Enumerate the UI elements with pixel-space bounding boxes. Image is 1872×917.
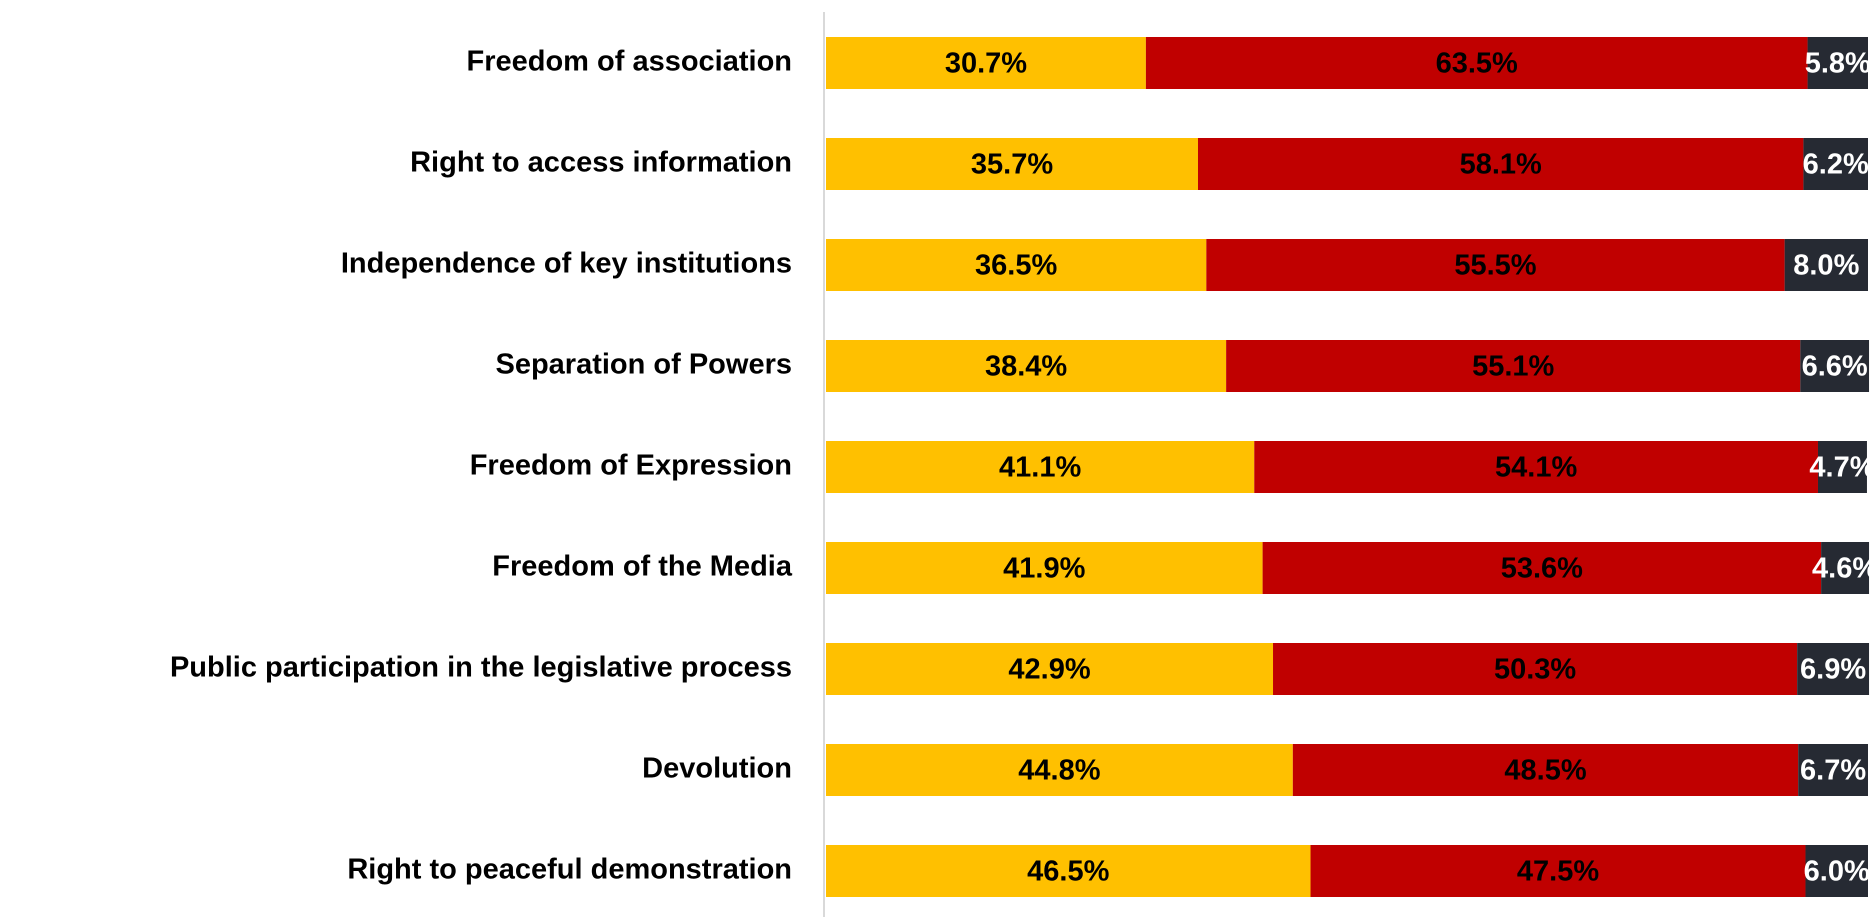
category-label: Freedom of association: [466, 46, 792, 78]
data-label: 46.5%: [1027, 856, 1109, 888]
data-label: 6.7%: [1800, 755, 1866, 787]
bar-segment: [1262, 542, 1822, 594]
bar-segment: [826, 845, 1311, 897]
data-label: 6.0%: [1804, 856, 1870, 888]
bar-segment: [826, 340, 1227, 392]
data-label: 30.7%: [945, 48, 1027, 80]
data-label: 58.1%: [1460, 149, 1542, 181]
data-label: 36.5%: [975, 250, 1057, 282]
bar-segment: [1273, 643, 1798, 695]
data-label: 38.4%: [985, 351, 1067, 383]
bar-segment: [1226, 340, 1801, 392]
bar-segment: [1798, 744, 1868, 796]
data-label: 35.7%: [971, 149, 1053, 181]
data-label: 44.8%: [1018, 755, 1100, 787]
bar-segment: [1800, 340, 1870, 392]
data-label: 4.7%: [1809, 452, 1872, 484]
bar-segment: [1292, 744, 1799, 796]
data-label: 48.5%: [1504, 755, 1586, 787]
bar-segment: [826, 138, 1198, 190]
bar-segment: [1206, 239, 1785, 291]
category-label: Right to peaceful demonstration: [347, 854, 792, 886]
data-label: 6.9%: [1800, 654, 1866, 686]
bar-segment: [1784, 239, 1868, 291]
data-label: 41.9%: [1003, 553, 1085, 585]
data-label: 42.9%: [1008, 654, 1090, 686]
data-label: 50.3%: [1494, 654, 1576, 686]
bar-segment: [1805, 845, 1868, 897]
bar-segment: [1821, 542, 1870, 594]
bar-segment: [826, 37, 1146, 89]
data-label: 6.2%: [1803, 149, 1869, 181]
data-label: 41.1%: [999, 452, 1081, 484]
data-label: 5.8%: [1805, 48, 1871, 80]
bar-segment: [826, 744, 1293, 796]
data-label: 63.5%: [1436, 48, 1518, 80]
data-label: 53.6%: [1501, 553, 1583, 585]
bar-segment: [1803, 138, 1868, 190]
category-label: Freedom of Expression: [470, 450, 792, 482]
bar-segment: [1197, 138, 1804, 190]
bar-segment: [826, 239, 1207, 291]
data-label: 4.6%: [1812, 553, 1872, 585]
bar-segment: [1807, 37, 1868, 89]
data-label: 47.5%: [1517, 856, 1599, 888]
bar-segment: [1145, 37, 1808, 89]
bar-segment: [826, 542, 1263, 594]
data-label: 8.0%: [1793, 250, 1859, 282]
category-label: Freedom of the Media: [492, 551, 793, 583]
category-label: Independence of key institutions: [341, 248, 792, 280]
bar-segment: [1797, 643, 1870, 695]
bar-segment: [1817, 441, 1867, 493]
data-label: 6.6%: [1802, 351, 1868, 383]
bar-segment: [1310, 845, 1806, 897]
category-label: Devolution: [642, 753, 792, 785]
bar-segment: [826, 643, 1274, 695]
data-label: 54.1%: [1495, 452, 1577, 484]
category-label: Separation of Powers: [495, 349, 792, 381]
data-label: 55.5%: [1454, 250, 1536, 282]
bar-segment: [1254, 441, 1818, 493]
bar-segment: [826, 441, 1255, 493]
category-label: Right to access information: [410, 147, 792, 179]
category-label: Public participation in the legislative …: [170, 652, 792, 684]
data-label: 55.1%: [1472, 351, 1554, 383]
